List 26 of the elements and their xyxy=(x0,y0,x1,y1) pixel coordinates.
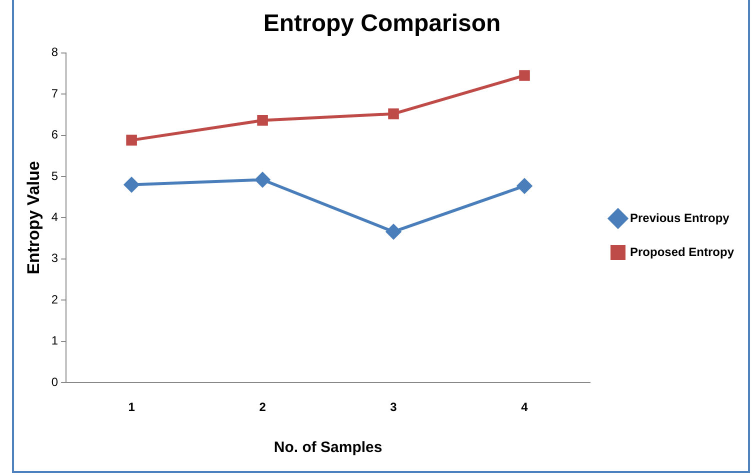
legend-label: Proposed Entropy xyxy=(630,244,734,259)
y-tick-label: 5 xyxy=(51,168,58,183)
point xyxy=(386,224,402,240)
x-tick-label: 2 xyxy=(259,400,266,414)
y-tick-label: 3 xyxy=(51,251,58,266)
y-tick-label: 2 xyxy=(51,292,58,306)
point xyxy=(388,108,399,120)
y-tick-label: 1 xyxy=(51,334,58,348)
legend-label: Previous Entropy xyxy=(630,210,730,225)
chart-title: Entropy Comparison xyxy=(263,10,501,38)
y-tick-label: 8 xyxy=(51,45,58,60)
y-tick-label: 6 xyxy=(51,128,58,142)
point xyxy=(519,70,530,81)
y-tick-label: 7 xyxy=(51,86,58,100)
x-tick-label: 3 xyxy=(390,400,398,414)
point xyxy=(124,177,140,192)
y-tick-label: 4 xyxy=(51,210,58,224)
x-axis-title: No. of Samples xyxy=(274,439,382,456)
x-tick-label: 1 xyxy=(128,400,136,414)
point xyxy=(126,134,137,146)
y-tick-label: 0 xyxy=(51,374,58,389)
point xyxy=(257,115,268,126)
y-axis-title: Entropy Value xyxy=(24,161,43,274)
x-tick-label: 4 xyxy=(521,400,528,414)
point xyxy=(255,172,270,188)
point xyxy=(517,178,532,194)
